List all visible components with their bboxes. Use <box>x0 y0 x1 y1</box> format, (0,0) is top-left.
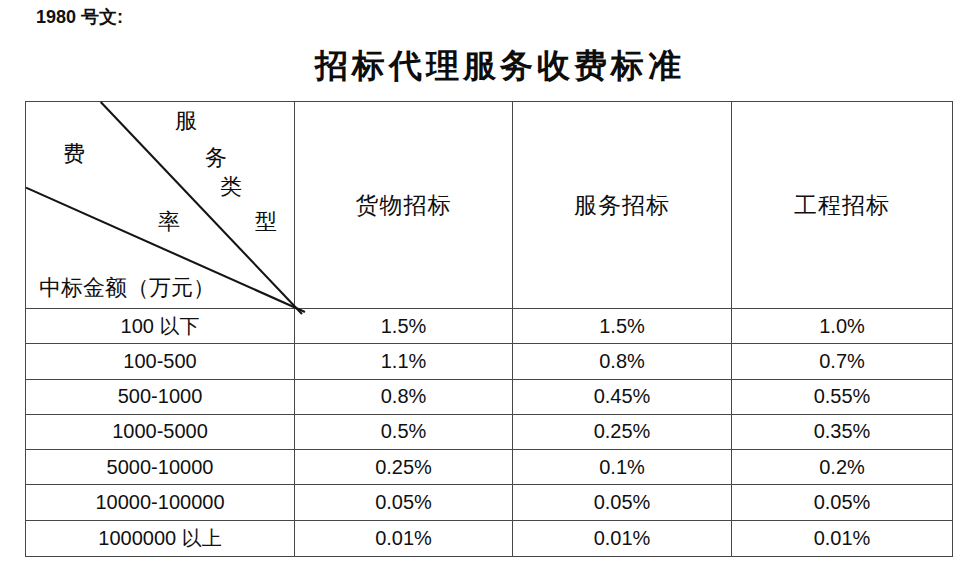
rate-cell: 1.5% <box>295 309 513 344</box>
amount-axis-label: 中标金额（万元） <box>39 276 215 299</box>
rate-cell: 0.45% <box>513 380 732 415</box>
rate-cell: 0.8% <box>513 344 732 379</box>
service-type-char: 型 <box>255 211 277 233</box>
rate-cell: 0.25% <box>513 415 732 450</box>
rate-cell: 0.8% <box>295 380 513 415</box>
diagonal-header-cell: 服 务 类 型 费 率 中标金额（万元） <box>26 102 295 309</box>
amount-range-cell: 1000-5000 <box>26 415 295 450</box>
column-header-works-bidding: 工程招标 <box>732 102 952 309</box>
rate-cell: 1.0% <box>732 309 952 344</box>
service-type-char: 服 <box>175 110 197 132</box>
fee-rate-char: 费 <box>63 143 85 165</box>
rate-cell: 0.05% <box>513 485 732 520</box>
rate-cell: 0.05% <box>295 485 513 520</box>
rate-cell: 0.7% <box>732 344 952 379</box>
amount-range-cell: 500-1000 <box>26 380 295 415</box>
rate-cell: 1.1% <box>295 344 513 379</box>
rate-cell: 0.5% <box>295 415 513 450</box>
service-type-char: 务 <box>205 147 227 169</box>
amount-range-cell: 100-500 <box>26 344 295 379</box>
fee-rate-char: 率 <box>158 211 180 233</box>
doc-number-label: 1980 号文: <box>36 6 123 29</box>
rate-cell: 0.05% <box>732 485 952 520</box>
page-title: 招标代理服务收费标准 <box>24 48 976 84</box>
amount-range-cell: 5000-10000 <box>26 450 295 485</box>
rate-cell: 0.1% <box>513 450 732 485</box>
amount-range-cell: 100 以下 <box>26 309 295 344</box>
rate-cell: 1.5% <box>513 309 732 344</box>
amount-range-cell: 1000000 以上 <box>26 521 295 556</box>
document-page: 1980 号文: 招标代理服务收费标准 服 务 类 型 费 率 中标金额（万元）… <box>0 0 976 581</box>
rate-cell: 0.55% <box>732 380 952 415</box>
service-type-char: 类 <box>220 176 242 198</box>
rate-cell: 0.01% <box>295 521 513 556</box>
column-header-service-bidding: 服务招标 <box>513 102 732 309</box>
rate-cell: 0.01% <box>732 521 952 556</box>
rate-cell: 0.2% <box>732 450 952 485</box>
rate-cell: 0.25% <box>295 450 513 485</box>
column-header-goods-bidding: 货物招标 <box>295 102 513 309</box>
rate-cell: 0.01% <box>513 521 732 556</box>
fee-table: 服 务 类 型 费 率 中标金额（万元） 货物招标 服务招标 工程招标 100 … <box>25 101 953 557</box>
amount-range-cell: 10000-100000 <box>26 485 295 520</box>
rate-cell: 0.35% <box>732 415 952 450</box>
